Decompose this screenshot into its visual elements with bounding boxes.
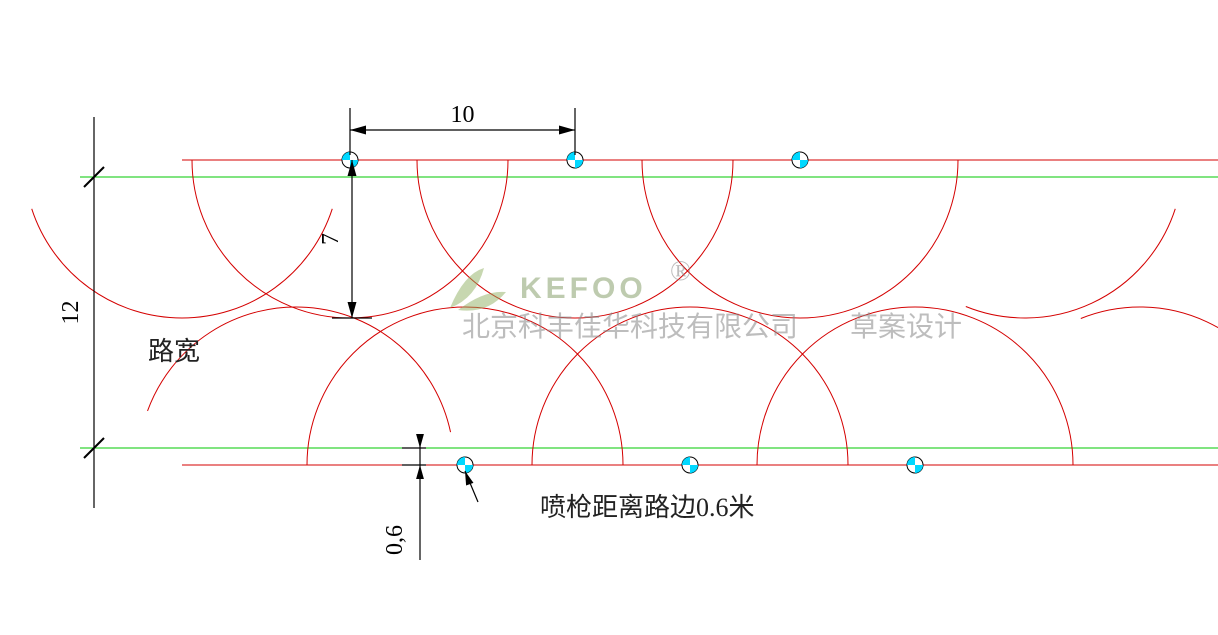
offset-note: 喷枪距离路边0.6米	[540, 493, 755, 522]
spray-arc-top	[642, 160, 958, 318]
road-width-label: 路宽	[148, 337, 200, 366]
diagram-canvas: 10 7 12 路宽 0,6 喷枪距离路边0.6米 KEFOO ® 北京科丰佳华科技有限公司 草案…	[0, 0, 1218, 635]
spray-arc-top-right	[966, 209, 1175, 318]
dim-value-06: 0,6	[382, 525, 408, 555]
dim-value-12: 12	[58, 301, 84, 325]
watermark-suffix: 草案设计	[850, 311, 962, 343]
watermark-reg: ®	[670, 256, 691, 287]
dim-value-10: 10	[451, 102, 475, 128]
sprinkler-icon	[907, 457, 923, 473]
watermark-brand: KEFOO	[520, 272, 647, 305]
dim-value-7: 7	[318, 233, 344, 245]
sprinkler-icon	[792, 152, 808, 168]
sprinkler-icon	[457, 457, 473, 473]
sprinkler-icon	[682, 457, 698, 473]
spray-arc-bottom-right	[1081, 307, 1218, 416]
watermark-company: 北京科丰佳华科技有限公司	[462, 311, 798, 343]
spray-arc-bottom-partial	[148, 307, 451, 432]
